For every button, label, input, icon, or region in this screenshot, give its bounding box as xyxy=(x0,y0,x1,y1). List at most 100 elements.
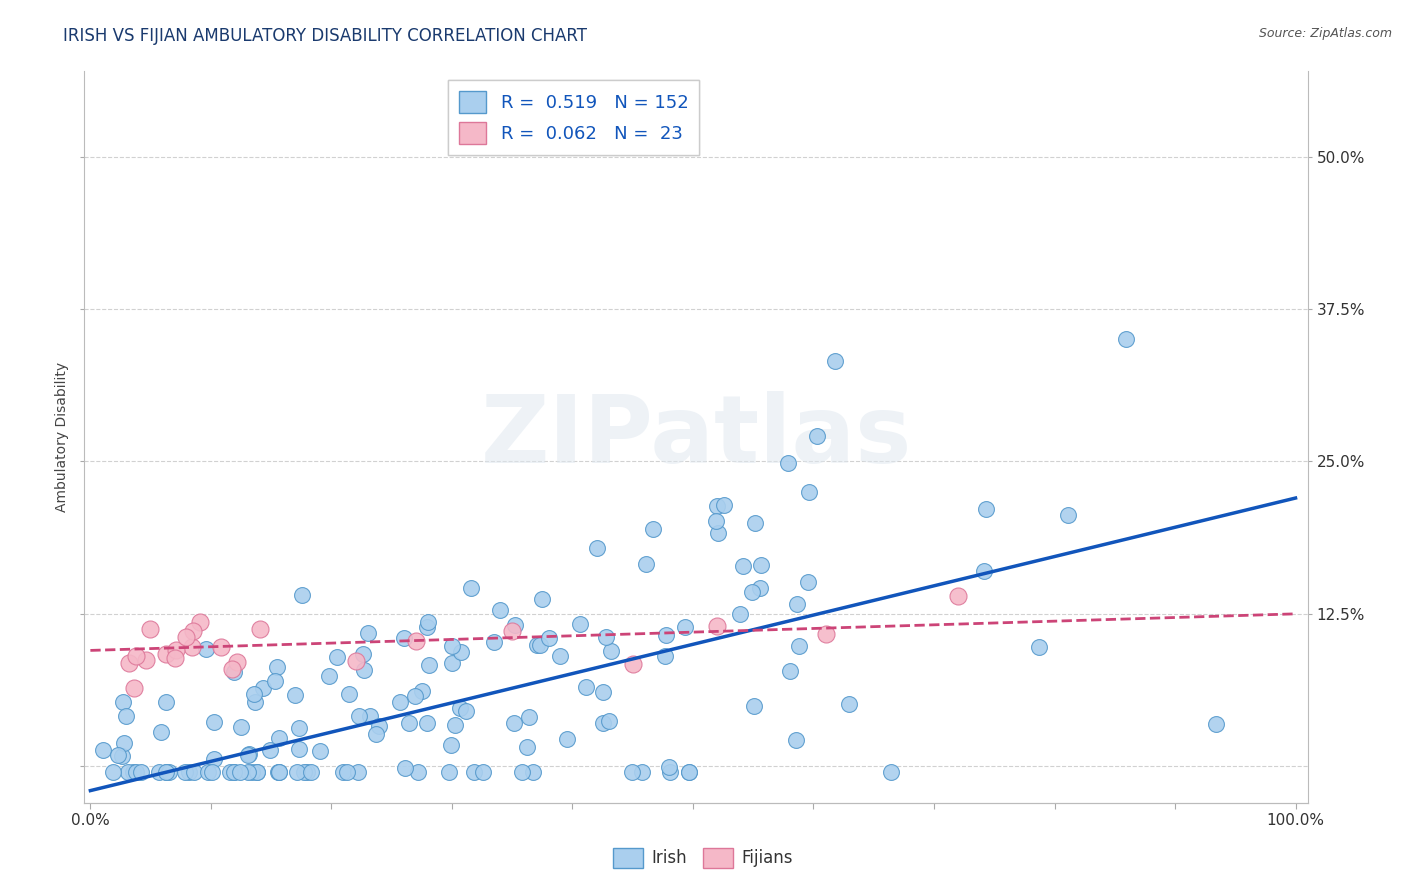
Point xyxy=(713,498,735,512)
Point xyxy=(749,558,772,573)
Point xyxy=(163,651,186,665)
Point xyxy=(728,607,751,622)
Point xyxy=(148,765,170,780)
Point xyxy=(797,574,820,589)
Point xyxy=(621,765,644,780)
Point xyxy=(416,615,439,629)
Point xyxy=(974,501,997,516)
Point xyxy=(238,747,260,761)
Point xyxy=(231,720,253,734)
Point xyxy=(416,620,439,634)
Point xyxy=(353,663,375,677)
Point xyxy=(411,684,433,698)
Point xyxy=(337,687,360,701)
Point xyxy=(1057,508,1080,523)
Point xyxy=(592,716,614,731)
Point xyxy=(706,499,728,513)
Point xyxy=(177,765,200,780)
Point xyxy=(503,618,526,632)
Point xyxy=(222,765,245,780)
Text: IRISH VS FIJIAN AMBULATORY DISABILITY CORRELATION CHART: IRISH VS FIJIAN AMBULATORY DISABILITY CO… xyxy=(63,27,588,45)
Point xyxy=(243,694,266,708)
Point xyxy=(139,622,162,636)
Point xyxy=(335,765,357,780)
Point xyxy=(194,642,217,657)
Legend: Irish, Fijians: Irish, Fijians xyxy=(606,841,800,875)
Point xyxy=(749,582,772,596)
Point xyxy=(112,736,135,750)
Point xyxy=(288,742,311,756)
Point xyxy=(118,656,141,670)
Point xyxy=(440,639,463,653)
Point xyxy=(183,765,205,780)
Point xyxy=(225,656,247,670)
Point xyxy=(548,649,571,664)
Point xyxy=(243,687,266,701)
Point xyxy=(454,704,477,718)
Point xyxy=(284,689,307,703)
Point xyxy=(197,765,219,780)
Point xyxy=(267,765,290,780)
Point xyxy=(249,623,271,637)
Point xyxy=(786,597,808,611)
Point xyxy=(157,765,180,780)
Point xyxy=(259,743,281,757)
Point xyxy=(516,740,538,755)
Point xyxy=(449,701,471,715)
Point xyxy=(744,516,766,530)
Point xyxy=(537,631,560,645)
Point xyxy=(824,354,846,368)
Point xyxy=(631,765,654,780)
Point xyxy=(115,709,138,723)
Text: Source: ZipAtlas.com: Source: ZipAtlas.com xyxy=(1258,27,1392,40)
Point xyxy=(252,681,274,695)
Point xyxy=(352,648,374,662)
Point xyxy=(238,765,260,780)
Point xyxy=(806,429,828,443)
Point xyxy=(814,626,837,640)
Point xyxy=(1205,716,1227,731)
Point xyxy=(359,709,381,723)
Point xyxy=(838,697,860,711)
Point xyxy=(122,681,145,696)
Point xyxy=(318,669,340,683)
Point xyxy=(209,640,232,655)
Point xyxy=(598,714,620,728)
Point xyxy=(450,645,472,659)
Point xyxy=(299,765,322,780)
Point xyxy=(344,654,367,668)
Point xyxy=(654,649,676,664)
Point xyxy=(188,615,211,629)
Point xyxy=(224,665,246,680)
Point xyxy=(404,689,426,703)
Point xyxy=(463,765,485,780)
Point xyxy=(181,640,204,654)
Point xyxy=(389,695,412,709)
Point xyxy=(575,680,598,694)
Point xyxy=(368,719,391,733)
Point xyxy=(295,765,318,780)
Point xyxy=(503,715,526,730)
Point xyxy=(655,628,678,642)
Point xyxy=(246,765,269,780)
Point xyxy=(125,765,148,780)
Point xyxy=(484,635,506,649)
Point xyxy=(269,731,291,746)
Point xyxy=(415,716,437,731)
Point xyxy=(229,765,252,780)
Point xyxy=(621,657,644,672)
Point xyxy=(1028,640,1050,654)
Point xyxy=(236,747,259,762)
Point xyxy=(569,616,592,631)
Y-axis label: Ambulatory Disability: Ambulatory Disability xyxy=(55,362,69,512)
Point xyxy=(111,695,134,709)
Point xyxy=(489,603,512,617)
Point xyxy=(595,630,617,644)
Point xyxy=(406,765,429,780)
Point xyxy=(101,765,124,780)
Point xyxy=(173,765,195,780)
Legend: R =  0.519   N = 152, R =  0.062   N =  23: R = 0.519 N = 152, R = 0.062 N = 23 xyxy=(449,80,699,155)
Point xyxy=(1115,332,1137,346)
Point xyxy=(309,744,332,758)
Point xyxy=(150,725,173,739)
